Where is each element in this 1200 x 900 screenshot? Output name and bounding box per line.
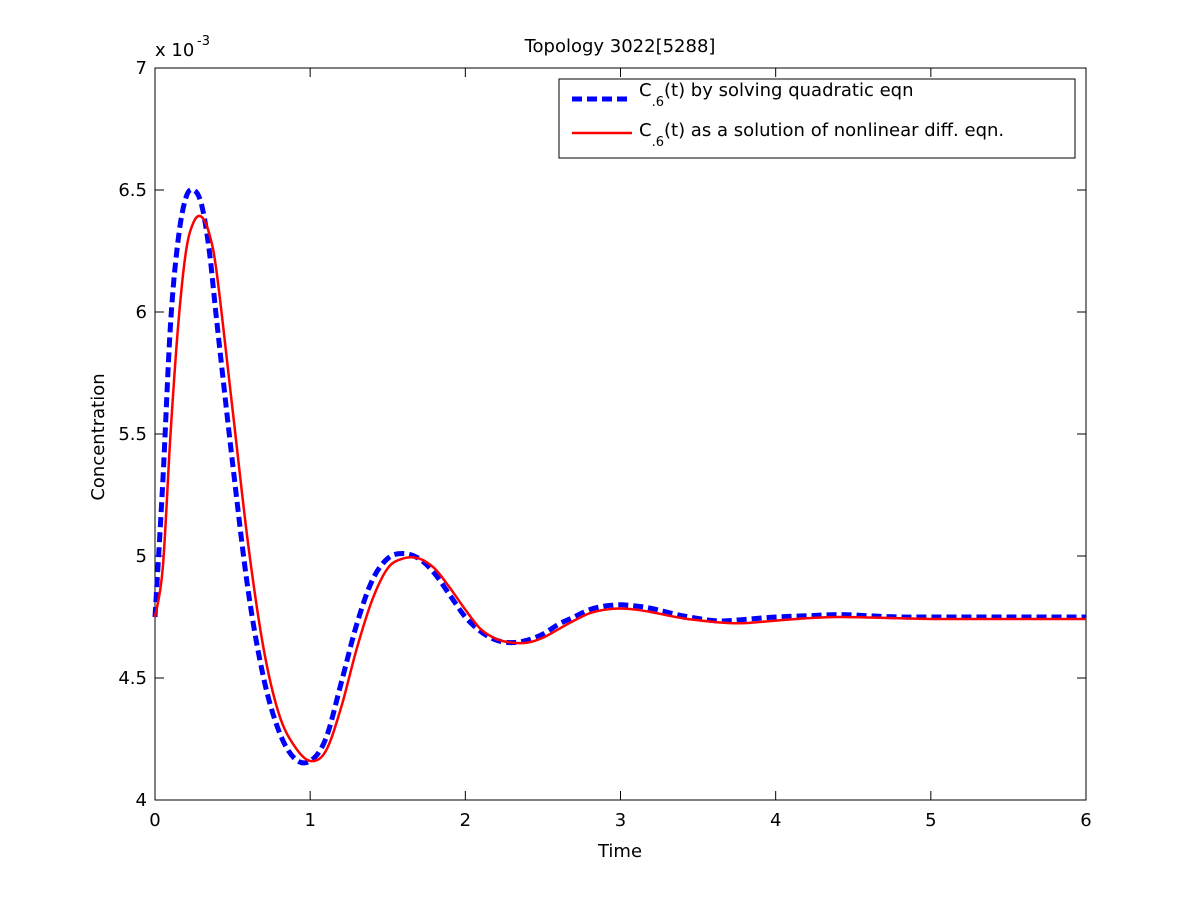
legend-entry-quadratic-suffix: (t) by solving quadratic eqn	[664, 80, 914, 101]
legend-entry-quadratic-prefix: C	[639, 80, 652, 101]
chart-title: Topology 3022[5288]	[524, 36, 716, 57]
y-exponent-base: x 10	[155, 40, 194, 61]
plot-area	[154, 67, 1087, 801]
x-tick-label: 2	[460, 810, 471, 831]
y-tick-label: 5	[136, 546, 147, 567]
y-tick-label: 4	[136, 790, 147, 811]
legend-entry-nonlinear: C.6(t) as a solution of nonlinear diff. …	[639, 120, 1004, 150]
y-exponent-power: -3	[197, 34, 210, 49]
legend-entry-nonlinear-subscript: .6	[652, 135, 664, 150]
x-tick-label: 1	[304, 810, 315, 831]
legend-entry-quadratic: C.6(t) by solving quadratic eqn	[639, 80, 914, 110]
y-tick-label: 7	[136, 58, 147, 79]
y-tick-label: 4.5	[118, 668, 147, 689]
y-tick-label: 6	[136, 302, 147, 323]
y-tick-label: 6.5	[118, 180, 147, 201]
series-line-quadratic	[152, 187, 1086, 766]
y-tick-label: 5.5	[118, 424, 147, 445]
legend-entry-nonlinear-suffix: (t) as a solution of nonlinear diff. eqn…	[664, 120, 1004, 141]
x-tick-label: 3	[615, 810, 626, 831]
x-tick-label: 5	[925, 810, 936, 831]
legend-entry-quadratic-subscript: .6	[652, 95, 664, 110]
x-tick-label: 6	[1080, 810, 1091, 831]
legend-entry-nonlinear-prefix: C	[639, 120, 652, 141]
legend-box	[558, 78, 1076, 159]
series-line-nonlinear	[153, 214, 1086, 763]
series-layer	[152, 187, 1086, 766]
legend: C.6(t) by solving quadratic eqn C.6(t) a…	[558, 78, 1076, 159]
x-tick-label: 0	[149, 810, 160, 831]
x-axis: 0 1 2 3 4 5 6	[149, 68, 1092, 831]
y-axis-label: Concentration	[88, 373, 109, 500]
y-exponent-label: x 10 -3	[155, 34, 210, 61]
x-tick-label: 4	[770, 810, 781, 831]
x-axis-label: Time	[597, 841, 642, 862]
